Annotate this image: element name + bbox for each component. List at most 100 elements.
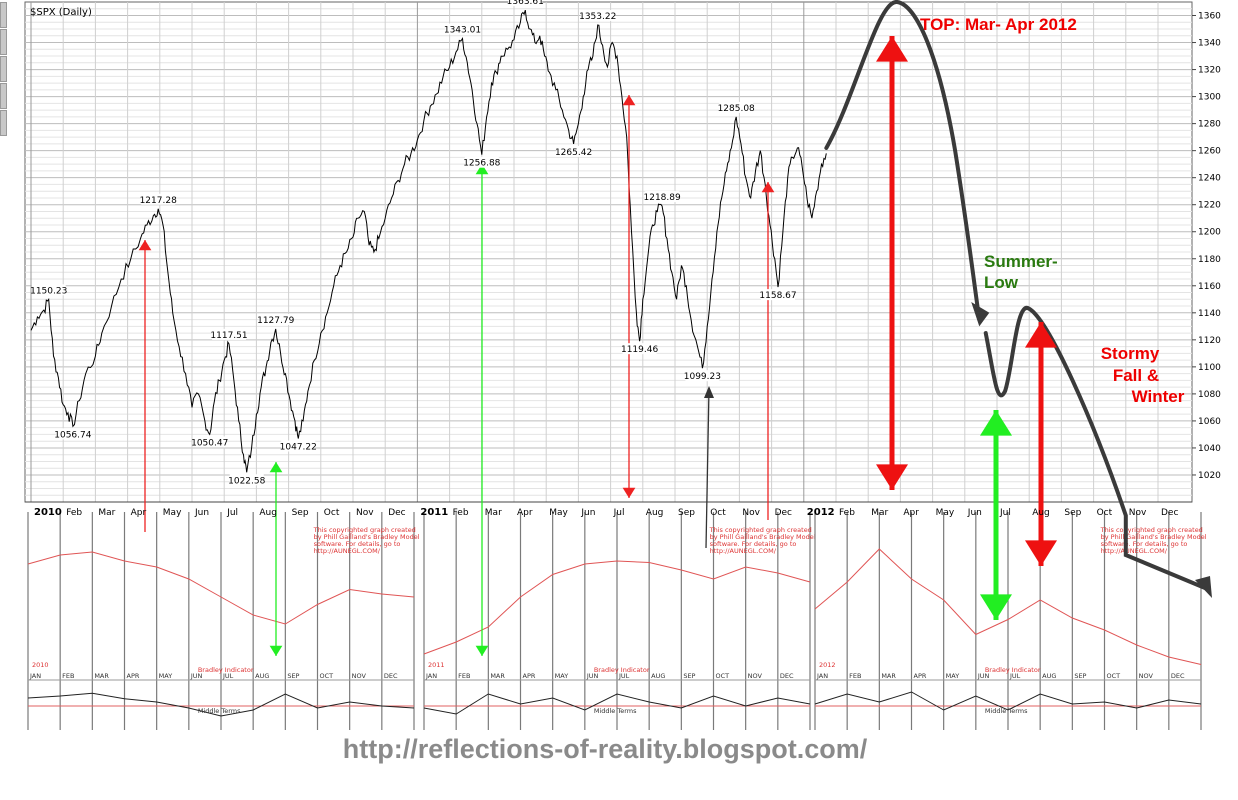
arrowhead (622, 95, 636, 106)
bradley-month-label: DEC (780, 672, 794, 680)
x-tick-label: Apr (903, 508, 919, 518)
arrowhead (475, 645, 489, 656)
footer-url: http://reflections-of-reality.blogspot.c… (343, 734, 868, 764)
side-scroll-button[interactable] (0, 110, 7, 136)
x-tick-label: May (549, 508, 568, 518)
x-tick-label: Feb (453, 508, 469, 518)
arrowhead (1025, 540, 1057, 566)
middle-terms-label: Middle Terms (198, 707, 241, 715)
copyright-text: software. For details, go to (1101, 540, 1188, 548)
bradley-month-label: JUN (977, 672, 990, 680)
x-tick-label: Oct (324, 508, 340, 518)
x-tick-label: Jul (999, 508, 1011, 518)
bradley-month-label: OCT (320, 672, 334, 680)
x-tick-label: Feb (66, 508, 82, 518)
arrowhead (475, 164, 489, 175)
x-tick-label: Jul (226, 508, 238, 518)
copyright-text: This copyrighted graph created (709, 526, 812, 534)
y-tick-label: 1160 (1198, 282, 1221, 292)
arrowhead (876, 36, 908, 62)
bradley-month-label: AUG (1042, 672, 1056, 680)
copyright-text: http://AUNEGL.COM/ (1101, 547, 1168, 555)
data-label: 1056.74 (54, 430, 91, 440)
bradley-indicator-label: Bradley Indicator (985, 666, 1041, 674)
bradley-month-label: SEP (683, 672, 695, 680)
x-tick-label: Dec (388, 508, 405, 518)
data-label: 1218.89 (644, 193, 681, 203)
middle-terms-label: Middle Terms (985, 707, 1028, 715)
bradley-month-label: SEP (287, 672, 299, 680)
bradley-month-label: FEB (62, 672, 74, 680)
arrowhead (138, 240, 152, 251)
price-series (30, 9, 827, 473)
x-tick-label: Aug (259, 508, 277, 518)
data-label: 1050.47 (191, 438, 228, 448)
bradley-month-label: MAY (159, 672, 173, 680)
x-tick-label: Mar (98, 508, 115, 518)
arrowhead (269, 462, 283, 473)
data-label: 1217.28 (140, 196, 177, 206)
x-tick-label: Nov (356, 508, 374, 518)
side-scroll-button[interactable] (0, 2, 7, 28)
chart-title: $SPX (Daily) (30, 7, 92, 18)
data-label: 1363.61 (507, 0, 544, 7)
y-tick-label: 1260 (1198, 147, 1221, 157)
copyright-text: software. For details, go to (314, 540, 401, 548)
bradley-month-label: NOV (1139, 672, 1154, 680)
copyright-text: by Phill Gailland's Bradley Model (1101, 533, 1207, 541)
data-label: 1047.22 (280, 442, 317, 452)
data-label-bg (508, 0, 543, 7)
bradley-line (814, 548, 1202, 665)
annotation-text: Low (984, 273, 1019, 292)
arrowhead (980, 410, 1012, 436)
x-tick-label: Sep (292, 508, 309, 518)
annotation-text: Summer- (984, 252, 1058, 271)
side-scroll-button[interactable] (0, 83, 7, 109)
forecast-overlay (138, 0, 1212, 656)
bradley-month-label: APR (523, 672, 536, 680)
y-tick-label: 1120 (1198, 336, 1221, 346)
y-tick-label: 1340 (1198, 39, 1221, 49)
x-tick-label: Nov (1129, 508, 1147, 518)
bradley-month-label: NOV (748, 672, 763, 680)
data-label: 1150.23 (30, 286, 67, 296)
bradley-month-label: JUL (618, 672, 630, 680)
side-scroll-button[interactable] (0, 29, 7, 55)
y-tick-label: 1240 (1198, 174, 1221, 184)
middle-terms-line (423, 693, 811, 715)
bradley-month-label: MAR (94, 672, 109, 680)
bradley-indicator-label: Bradley Indicator (594, 666, 650, 674)
bradley-month-label: SEP (1074, 672, 1086, 680)
data-label-bg (31, 284, 66, 296)
data-label: 1256.88 (463, 159, 500, 169)
bradley-month-label: NOV (352, 672, 367, 680)
side-scroll-button[interactable] (0, 56, 7, 82)
copyright-text: by Phill Gailland's Bradley Model (710, 533, 816, 541)
y-tick-label: 1280 (1198, 120, 1221, 130)
x-tick-label: Apr (131, 508, 147, 518)
x-tick-label: May (936, 508, 955, 518)
data-label-bg (229, 474, 264, 486)
bradley-year-label: 2010 (32, 661, 49, 669)
bradley-month-label: MAY (946, 672, 960, 680)
bradley-month-label: JAN (425, 672, 437, 680)
annotation-text: Winter (1132, 387, 1185, 406)
bradley-month-label: JAN (816, 672, 828, 680)
chart-text: $SPX (Daily) 1020 1040 1060 1080 1100 1120 114… (30, 0, 1221, 518)
bradley-month-label: MAY (555, 672, 569, 680)
arrowhead (761, 182, 775, 193)
arrowhead (876, 464, 908, 490)
bradley-month-label: JUN (586, 672, 599, 680)
data-label-bg (141, 193, 176, 205)
bradley-month-label: AUG (255, 672, 269, 680)
data-label: 1265.42 (555, 148, 592, 158)
data-label: 1158.67 (759, 291, 796, 301)
x-tick-label: Jul (613, 508, 625, 518)
bradley-year-label: 2011 (428, 661, 445, 669)
x-tick-label: 2012 (807, 507, 835, 518)
data-label: 1117.51 (210, 331, 247, 341)
x-tick-label: May (163, 508, 182, 518)
data-label-bg (192, 436, 227, 448)
middle-terms-line (27, 692, 415, 717)
